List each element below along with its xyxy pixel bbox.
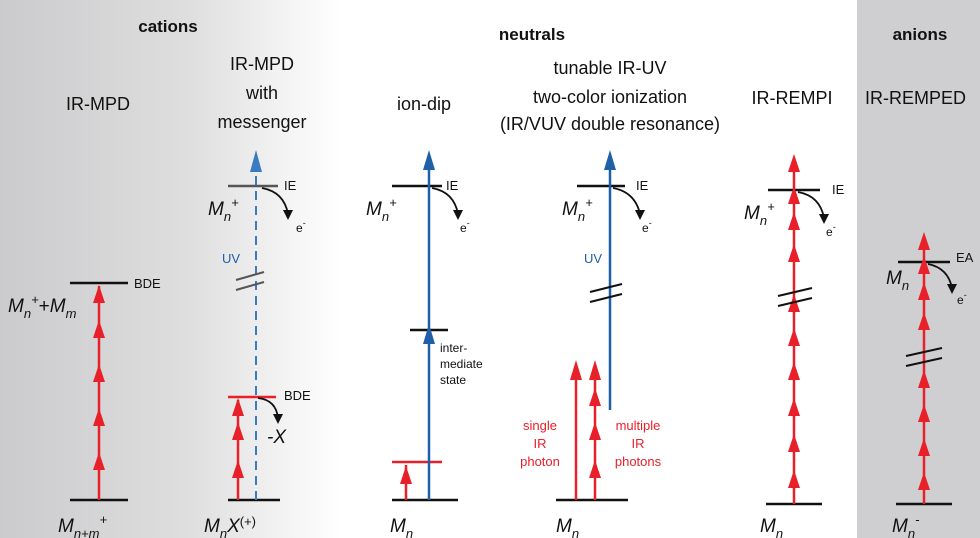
irmpd-scheme: BDE Mn++Mm Mn+m+	[8, 276, 161, 538]
anion-level-label: Mn	[886, 268, 909, 293]
ie-label: IE	[832, 182, 845, 197]
electron-label: e-	[957, 290, 967, 307]
ir-photon-arrow	[93, 452, 105, 470]
ir-photon-arrow	[788, 186, 800, 204]
ir-photon-arrow	[589, 460, 601, 478]
ir-photon-arrow	[918, 370, 930, 388]
bde-label: BDE	[284, 388, 311, 403]
ir-photon-arrow	[788, 398, 800, 416]
ir-photon-arrow	[788, 244, 800, 262]
ir-photon-arrow	[400, 466, 412, 484]
section-anions: anions	[893, 25, 948, 44]
tunable-scheme: IE e- UV single IR photon multiple IR ph…	[520, 150, 662, 538]
ir-photon-arrow	[232, 460, 244, 478]
ir-photon-arrow	[93, 285, 105, 303]
uv-label: UV	[584, 251, 602, 266]
electron-label: e-	[642, 218, 652, 235]
electron-label: e-	[460, 218, 470, 235]
ir-photon-arrow	[918, 256, 930, 274]
neutral-label: Mn	[760, 516, 783, 538]
ir-photon-arrow	[570, 360, 582, 380]
cation-label: Mn+	[208, 195, 239, 224]
uv-arrow	[423, 150, 435, 170]
ir-photon-arrow	[788, 154, 800, 172]
anions-panel	[857, 0, 980, 538]
ir-photon-arrow	[788, 362, 800, 380]
ir-photon-arrow	[918, 312, 930, 330]
ir-photon-arrow	[918, 438, 930, 456]
irempi-scheme: IE e- Mn+ Mn	[744, 154, 845, 538]
single-ir-label-2: IR	[534, 436, 547, 451]
ir-photon-arrow	[93, 364, 105, 382]
col-irmpd: IR-MPD	[66, 94, 130, 114]
precursor-label: Mn+m+	[58, 512, 107, 538]
ir-photon-arrow	[589, 388, 601, 406]
ir-photon-arrow	[918, 282, 930, 300]
iondip-scheme: IE e- inter- mediate state Mn+ Mn	[366, 150, 483, 538]
intermediate-label-2: mediate	[440, 357, 483, 371]
loss-label: -X	[267, 427, 287, 448]
col-irempi: IR-REMPI	[752, 88, 833, 108]
ie-label: IE	[636, 178, 649, 193]
single-ir-label-1: single	[523, 418, 557, 433]
ir-photon-arrow	[918, 232, 930, 250]
ir-photon-arrow	[788, 212, 800, 230]
ir-photon-arrow	[93, 408, 105, 426]
ir-photon-arrow	[93, 320, 105, 338]
col-irempd: IR-REMPED	[865, 88, 966, 108]
ir-photon-arrow	[918, 404, 930, 422]
messenger-complex-label: MnX(+)	[204, 514, 256, 538]
irempd-scheme: EA e- Mn Mn-	[886, 232, 974, 538]
col-irmpd-messenger-3: messenger	[217, 112, 306, 132]
single-ir-label-3: photon	[520, 454, 560, 469]
anion-label: Mn-	[892, 512, 920, 538]
col-irmpd-messenger-2: with	[245, 83, 278, 103]
cation-label: Mn+	[366, 195, 397, 224]
col-tunable-3: (IR/VUV double resonance)	[500, 114, 720, 134]
ir-photon-arrow	[788, 470, 800, 488]
multiple-ir-label-2: IR	[632, 436, 645, 451]
col-tunable-2: two-color ionization	[533, 87, 687, 107]
bde-label: BDE	[134, 276, 161, 291]
ie-label: IE	[446, 178, 459, 193]
cation-label: Mn+	[744, 199, 775, 228]
ie-label: IE	[284, 178, 297, 193]
intermediate-label-3: state	[440, 373, 466, 387]
ir-photon-arrow	[589, 422, 601, 440]
uv-arrow	[250, 150, 262, 172]
neutral-label: Mn	[390, 516, 413, 538]
irmpd-messenger-scheme: IE e- UV BDE -X Mn+ MnX(+)	[204, 150, 311, 538]
multiple-ir-label-3: photons	[615, 454, 662, 469]
uv-arrow	[604, 150, 616, 170]
section-neutrals: neutrals	[499, 25, 565, 44]
cation-label: Mn+	[562, 195, 593, 224]
uv-label: UV	[222, 251, 240, 266]
col-iondip: ion-dip	[397, 94, 451, 114]
ir-photon-arrow	[232, 422, 244, 440]
neutral-label: Mn	[556, 516, 579, 538]
intermediate-label-1: inter-	[440, 341, 467, 355]
uv-arrow	[423, 324, 435, 344]
fragment-label: Mn++Mm	[8, 292, 77, 321]
section-cations: cations	[138, 17, 198, 36]
ir-photon-arrow	[918, 472, 930, 490]
ir-photon-arrow	[232, 398, 244, 416]
multiple-ir-label-1: multiple	[616, 418, 661, 433]
ir-photon-arrow	[788, 328, 800, 346]
electron-label: e-	[296, 218, 306, 235]
cations-panel	[0, 0, 340, 538]
ir-photon-arrow	[589, 360, 601, 380]
col-tunable-1: tunable IR-UV	[553, 58, 666, 78]
ea-label: EA	[956, 250, 974, 265]
col-irmpd-messenger-1: IR-MPD	[230, 54, 294, 74]
electron-label: e-	[826, 222, 836, 239]
ir-photon-arrow	[788, 434, 800, 452]
